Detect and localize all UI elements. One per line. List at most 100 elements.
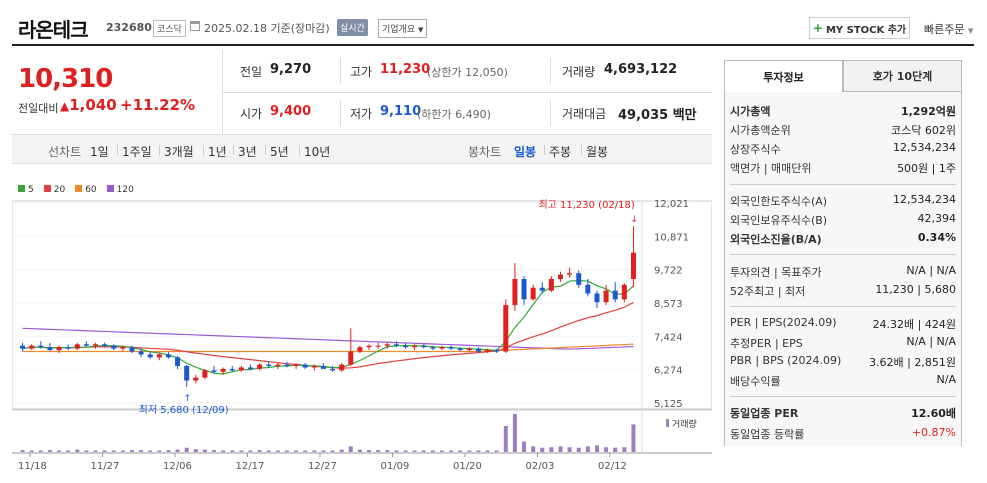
candle-body [220,368,226,372]
volume-bar [385,450,390,452]
period-4[interactable]: 3년 [238,145,257,159]
change-label: 전일대비 [18,102,59,115]
period-divider [299,145,300,155]
candle-body [521,279,527,300]
legend-swatch [75,185,83,192]
volume-bar [467,450,472,452]
volume-bar [275,450,280,452]
volume-bar [412,450,417,452]
y-tick-label: 5,125 [654,399,683,410]
legend-label: 120 [116,185,134,195]
quick-order-link[interactable]: 빠른주문 ▼ [924,21,973,37]
tab-orderbook[interactable]: 호가 10단계 [843,60,962,92]
volume-bar [348,446,353,452]
info-key: 액면가 | 매매단위 [730,162,812,175]
candle-body [193,377,199,381]
col-divider [550,100,551,126]
info-key: PBR | BPS (2024.09) [730,354,842,367]
period-2[interactable]: 3개월 [164,145,194,159]
high-label: 고가 [350,65,373,79]
candle-body [475,348,481,352]
candle-body [102,344,108,346]
volume-bar [503,425,508,452]
volume-bar [157,450,162,452]
ma-60-line [22,343,634,353]
candle-body [120,347,126,349]
candle-body [184,366,190,381]
info-value: 0.34% [917,231,956,244]
volume-bar [531,446,536,452]
y-tick-label: 8,573 [654,299,683,310]
candle-body [211,370,217,372]
volume-bar [421,450,426,452]
candle-period-2[interactable]: 월봉 [586,145,609,159]
info-value: 42,394 [917,212,957,225]
volume-bar [576,447,581,452]
volume-bar [613,447,618,452]
plus-icon: + [812,21,823,35]
period-divider [233,145,234,155]
legend-swatch [43,185,51,192]
candle-body [539,287,545,291]
corp-info-dropdown[interactable]: 기업개요 ▼ [378,19,428,38]
info-value: N/A [936,373,956,386]
volume-value: 4,693,122 [604,62,678,77]
candle-body [503,305,509,352]
volume-bar [330,450,335,452]
candle-body [147,354,153,358]
volume-bar [93,450,98,452]
period-3[interactable]: 1년 [208,145,227,159]
candle-body [320,366,326,369]
info-value: +0.87% [911,426,956,439]
info-value: N/A | N/A [906,335,956,348]
mystock-label: MY STOCK 추가 [825,24,907,36]
info-key: 외국인한도주식수(A) [730,195,828,208]
info-value: 12,534,234 [893,141,956,154]
legend-swatch [106,185,114,192]
info-row: 52주최고 | 최저 11,230 | 5,680 [730,283,956,299]
volume-bar [403,450,408,452]
info-row: PBR | BPS (2024.09) 3.62배 | 2,851원 [730,354,956,370]
change-percent: +11.22% [120,96,196,114]
period-1[interactable]: 1주일 [122,145,152,159]
period-5[interactable]: 5년 [270,145,289,159]
volume-bar [367,450,372,452]
volume-bar [184,447,189,452]
stock-name: 라온테크 [18,18,89,42]
mystock-add-button[interactable]: + MY STOCK 추가 [809,17,910,39]
x-tick-label: 12/06 [163,461,192,472]
volume-bar [212,450,217,452]
tab-investment-info[interactable]: 투자정보 [724,60,843,92]
candle-period-1[interactable]: 주봉 [549,145,572,159]
stock-code: 232680 [106,21,152,34]
info-key: 시가총액 [730,105,771,118]
info-row: 시가총액 1,292억원 [730,103,956,119]
volume-bar [20,450,25,452]
info-key: PER | EPS(2024.09) [730,316,837,329]
candle-body [248,367,253,369]
candle-body [603,290,609,303]
candle-body [403,345,408,348]
info-row: 배당수익률 N/A [730,373,956,389]
volume-bar [357,449,362,452]
price-chart[interactable]: 12,021 10,871 9,722 8,573 7,424 6,274 5,125 최고 … [12,195,712,483]
info-row: PER | EPS(2024.09) 24.32배 | 424원 [730,316,956,332]
candle-period-0[interactable]: 일봉 [514,145,537,159]
info-value: 24.32배 | 424원 [872,318,956,331]
volume-bar [449,450,454,452]
period-6[interactable]: 10년 [304,145,331,159]
prev-value: 9,270 [270,62,312,77]
volume-bar [622,447,627,452]
period-0[interactable]: 1일 [90,145,109,159]
realtime-button[interactable]: 실시간 [337,19,368,36]
candle-body [56,347,62,351]
y-tick-label: 9,722 [654,266,683,277]
info-value: 1,292억원 [900,105,956,118]
candle-body [530,287,536,300]
volume-bar [294,450,299,452]
period-divider [544,145,545,155]
x-tick-label: 01/20 [453,461,482,472]
volume-bar [522,441,527,452]
current-price: 10,310 [18,64,113,94]
volume-bar [549,447,554,452]
